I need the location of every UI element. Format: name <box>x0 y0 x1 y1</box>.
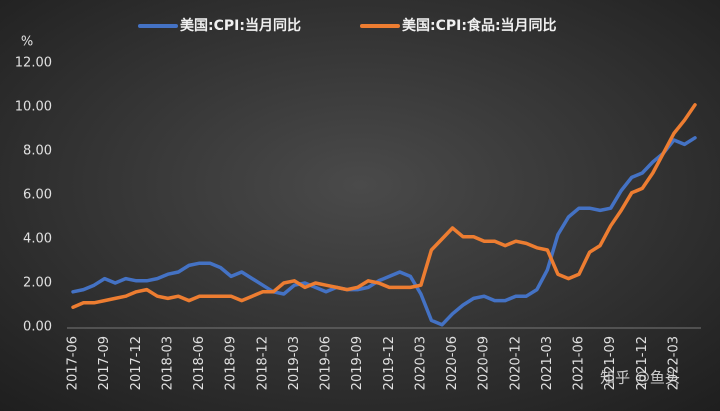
x-tick-label: 2019-09 <box>350 336 365 390</box>
x-tick-label: 2018-03 <box>160 336 175 390</box>
legend-label: 美国:CPI:食品:当月同比 <box>402 17 557 34</box>
y-tick-label: 0.00 <box>23 320 52 335</box>
series-line <box>71 136 697 327</box>
x-tick-label: 2019-03 <box>287 336 302 390</box>
x-tick-label: 2018-06 <box>192 336 207 390</box>
x-tick-label: 2018-09 <box>224 336 239 390</box>
x-tick-label: 2022-03 <box>666 336 681 390</box>
x-tick-label: 2017-06 <box>66 336 81 390</box>
watermark: 知乎 @鱼头 <box>600 369 680 387</box>
y-tick-label: 4.00 <box>23 232 52 247</box>
x-tick-label: 2020-06 <box>445 336 460 390</box>
legend-label: 美国:CPI:当月同比 <box>180 17 301 34</box>
x-tick-label: 2021-03 <box>540 336 555 390</box>
x-tick-label: 2021-09 <box>603 336 618 390</box>
x-tick-label: 2018-12 <box>255 336 270 390</box>
x-tick-label: 2020-09 <box>477 336 492 390</box>
x-tick-label: 2021-12 <box>635 336 650 390</box>
x-tick-label: 2020-12 <box>508 336 523 390</box>
y-tick-label: 6.00 <box>23 188 52 203</box>
x-tick-label: 2020-03 <box>413 336 428 390</box>
x-tick-label: 2021-06 <box>572 336 587 390</box>
series-line <box>71 103 697 309</box>
y-tick-label: 2.00 <box>23 276 52 291</box>
x-tick-label: 2017-12 <box>129 336 144 390</box>
y-tick-label: 10.00 <box>15 100 52 115</box>
x-tick-label: 2019-06 <box>319 336 334 390</box>
x-tick-label: 2017-09 <box>97 336 112 390</box>
y-tick-label: 12.00 <box>15 56 52 71</box>
x-tick-label: 2019-12 <box>382 336 397 390</box>
y-tick-label: 8.00 <box>23 144 52 159</box>
y-unit: % <box>21 35 33 50</box>
